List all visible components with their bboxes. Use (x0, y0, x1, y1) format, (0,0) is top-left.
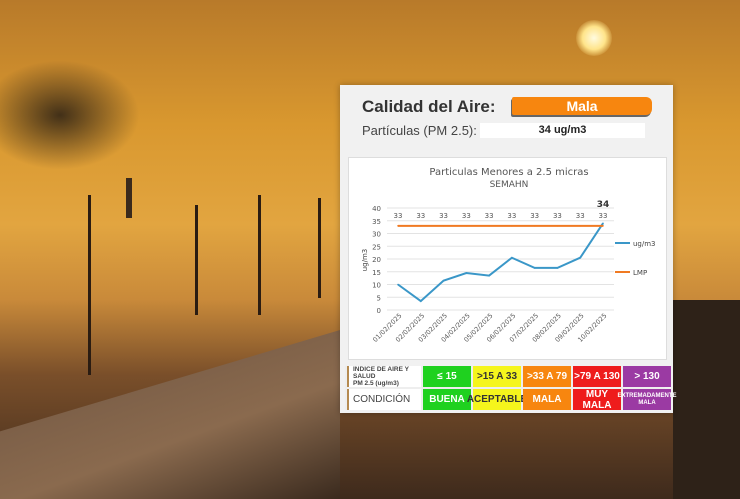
data-point (397, 283, 399, 286)
road (0, 330, 340, 499)
legend-label: ug/m3 (633, 240, 656, 248)
data-point (442, 225, 445, 227)
status-badge: Mala (512, 97, 652, 115)
ground (673, 300, 740, 499)
smoke-plume (0, 60, 140, 170)
particles-value: 34 ug/m3 (480, 123, 645, 138)
y-tick-label: 5 (377, 294, 381, 302)
particles-label: Partículas (PM 2.5): (362, 123, 477, 138)
y-tick-label: 15 (372, 269, 381, 277)
data-label: 33 (462, 212, 471, 220)
y-axis-label: ug/m3 (361, 249, 369, 272)
range-cell: >15 A 33 (473, 366, 521, 387)
y-tick-label: 0 (377, 307, 381, 315)
data-point (465, 272, 468, 274)
range-cell: > 130 (623, 366, 671, 387)
y-tick-label: 10 (372, 282, 381, 290)
condition-cell: EXTREMADAMENTE MALA (618, 389, 677, 410)
index-header: INDICE DE AIRE Y SALUD PM 2.5 (ug/m3) (347, 366, 421, 387)
line-chart: Particulas Menores a 2.5 micras SEMAHN u… (361, 167, 656, 344)
condition-cell: BUENA (423, 389, 471, 410)
legend-label: LMP (633, 269, 647, 277)
chart-subtitle: SEMAHN (490, 180, 529, 190)
y-tick-label: 20 (372, 256, 381, 264)
chimney (126, 178, 132, 218)
data-label: 33 (439, 212, 448, 220)
condition-cell: MUY MALA (573, 389, 621, 411)
data-label-last: 34 (597, 200, 610, 210)
air-index-table: INDICE DE AIRE Y SALUD PM 2.5 (ug/m3) ≤ 1… (345, 366, 677, 411)
data-point (465, 225, 468, 227)
data-point (511, 225, 513, 227)
data-label: 33 (553, 212, 562, 220)
chart-container: Particulas Menores a 2.5 micras SEMAHN u… (348, 157, 667, 360)
data-label: 33 (485, 212, 494, 220)
panel-title: Calidad del Aire: (362, 97, 496, 116)
data-point (533, 267, 536, 269)
index-label: INDICE DE AIRE Y SALUD (353, 366, 409, 380)
data-point (488, 274, 490, 277)
data-point (419, 225, 422, 227)
data-point (488, 225, 490, 227)
range-cell: >79 A 130 (573, 366, 621, 387)
utility-pole (88, 195, 91, 375)
series-line-ug/m3 (397, 222, 604, 303)
condition-header: CONDICIÓN (347, 389, 421, 410)
sun (576, 20, 612, 56)
range-cell: >33 A 79 (523, 366, 571, 387)
utility-pole (318, 198, 321, 298)
data-label: 33 (394, 212, 403, 220)
data-point (602, 225, 604, 227)
y-tick-label: 40 (372, 205, 381, 213)
y-tick-label: 25 (372, 243, 381, 251)
y-tick-label: 35 (372, 218, 381, 226)
chart-title: Particulas Menores a 2.5 micras (429, 167, 588, 178)
data-point (419, 300, 422, 302)
pm-label: PM 2.5 (ug/m3) (353, 380, 399, 387)
data-point (602, 222, 604, 225)
utility-pole (195, 205, 198, 315)
utility-pole (258, 195, 261, 315)
data-label: 33 (416, 212, 425, 220)
data-point (579, 225, 582, 227)
data-label: 33 (599, 212, 608, 220)
data-point (579, 256, 582, 259)
data-label: 33 (507, 212, 516, 220)
data-label: 33 (530, 212, 539, 220)
data-point (511, 256, 513, 259)
data-point (442, 279, 445, 282)
range-cell: ≤ 15 (423, 366, 471, 387)
data-point (397, 225, 399, 227)
y-tick-label: 30 (372, 231, 381, 239)
data-point (533, 225, 536, 227)
data-point (556, 225, 559, 227)
condition-cell: MALA (523, 389, 571, 410)
data-point (556, 267, 559, 269)
data-label: 33 (576, 212, 585, 220)
condition-cell: ACEPTABLE (467, 389, 527, 410)
